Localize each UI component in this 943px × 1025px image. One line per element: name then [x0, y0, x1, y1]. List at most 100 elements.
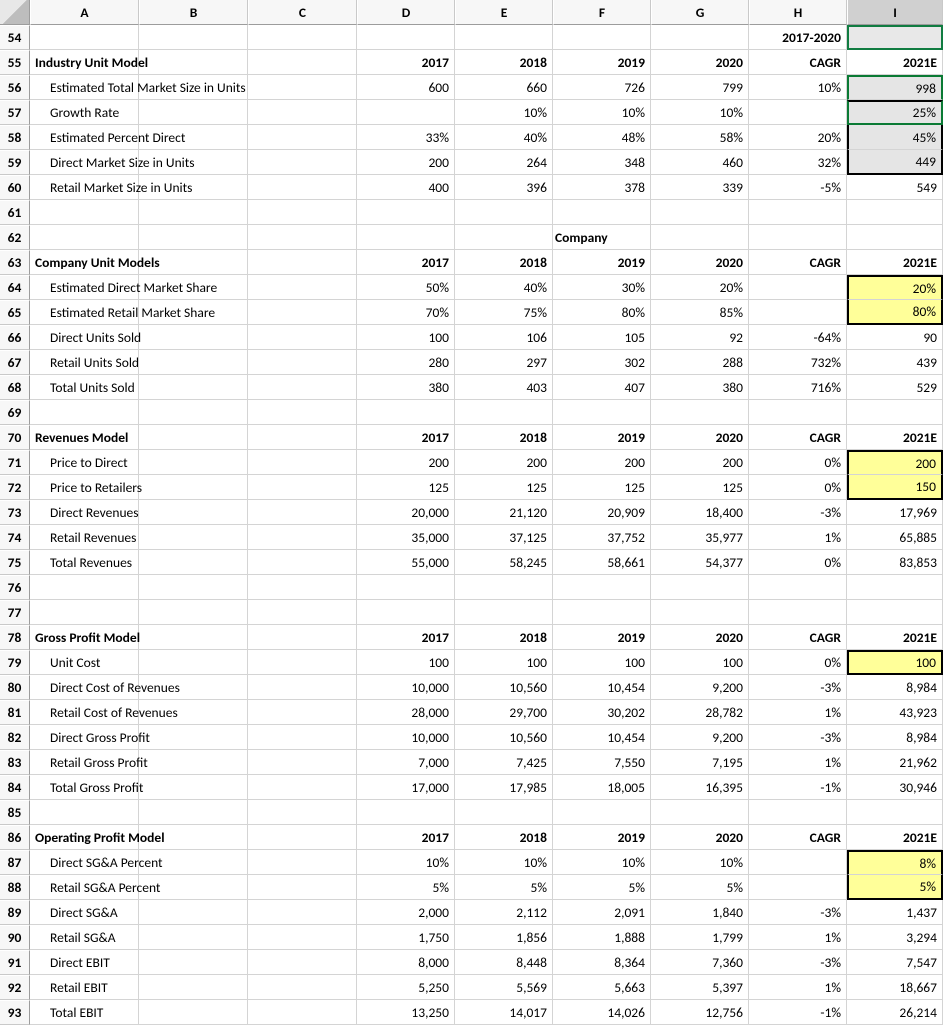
- cell-E77[interactable]: [455, 600, 553, 625]
- cell-D72[interactable]: 125: [357, 475, 455, 500]
- cell-F64[interactable]: 30%: [553, 275, 651, 300]
- cell-G80[interactable]: 9,200: [651, 675, 749, 700]
- cell-D87[interactable]: 10%: [357, 850, 455, 875]
- cell-A67[interactable]: Retail Units Sold: [30, 350, 139, 375]
- cell-I57[interactable]: 25%: [847, 100, 943, 125]
- cell-F65[interactable]: 80%: [553, 300, 651, 325]
- cell-B92[interactable]: [139, 975, 248, 1000]
- cell-I58[interactable]: 45%: [847, 125, 943, 150]
- cell-I71[interactable]: 200: [847, 450, 943, 475]
- cell-E81[interactable]: 29,700: [455, 700, 553, 725]
- cell-C89[interactable]: [248, 900, 357, 925]
- row-header-89[interactable]: 89: [0, 900, 30, 925]
- cell-C68[interactable]: [248, 375, 357, 400]
- cell-H81[interactable]: 1%: [749, 700, 847, 725]
- cell-C72[interactable]: [248, 475, 357, 500]
- cell-C67[interactable]: [248, 350, 357, 375]
- cell-B80[interactable]: [139, 675, 248, 700]
- cell-C80[interactable]: [248, 675, 357, 700]
- cell-I56[interactable]: 998: [847, 75, 943, 100]
- cell-A78[interactable]: Gross Profit Model: [30, 625, 139, 650]
- cell-B58[interactable]: [139, 125, 248, 150]
- cell-I81[interactable]: 43,923: [847, 700, 943, 725]
- cell-F62[interactable]: Company: [553, 225, 651, 250]
- cell-C55[interactable]: [248, 50, 357, 75]
- cell-D69[interactable]: [357, 400, 455, 425]
- cell-G77[interactable]: [651, 600, 749, 625]
- cell-C58[interactable]: [248, 125, 357, 150]
- column-header-H[interactable]: H: [749, 0, 847, 25]
- cell-E82[interactable]: 10,560: [455, 725, 553, 750]
- cell-F74[interactable]: 37,752: [553, 525, 651, 550]
- cell-E54[interactable]: [455, 25, 553, 50]
- cell-C75[interactable]: [248, 550, 357, 575]
- cell-H72[interactable]: 0%: [749, 475, 847, 500]
- cell-A60[interactable]: Retail Market Size in Units: [30, 175, 139, 200]
- cell-D63[interactable]: 2017: [357, 250, 455, 275]
- cell-D84[interactable]: 17,000: [357, 775, 455, 800]
- cell-B74[interactable]: [139, 525, 248, 550]
- column-header-B[interactable]: B: [139, 0, 248, 25]
- cell-D77[interactable]: [357, 600, 455, 625]
- cell-B93[interactable]: [139, 1000, 248, 1025]
- cell-F59[interactable]: 348: [553, 150, 651, 175]
- cell-I54[interactable]: [847, 25, 943, 50]
- cell-I60[interactable]: 549: [847, 175, 943, 200]
- cell-H92[interactable]: 1%: [749, 975, 847, 1000]
- cell-B85[interactable]: [139, 800, 248, 825]
- cell-A76[interactable]: [30, 575, 139, 600]
- cell-G66[interactable]: 92: [651, 325, 749, 350]
- cell-F54[interactable]: [553, 25, 651, 50]
- cell-A83[interactable]: Retail Gross Profit: [30, 750, 139, 775]
- cell-D56[interactable]: 600: [357, 75, 455, 100]
- cell-C93[interactable]: [248, 1000, 357, 1025]
- cell-C70[interactable]: [248, 425, 357, 450]
- cell-D81[interactable]: 28,000: [357, 700, 455, 725]
- cell-B70[interactable]: [139, 425, 248, 450]
- row-header-73[interactable]: 73: [0, 500, 30, 525]
- cell-B73[interactable]: [139, 500, 248, 525]
- cell-I88[interactable]: 5%: [847, 875, 943, 900]
- cell-I80[interactable]: 8,984: [847, 675, 943, 700]
- cell-F70[interactable]: 2019: [553, 425, 651, 450]
- cell-B54[interactable]: [139, 25, 248, 50]
- cell-D65[interactable]: 70%: [357, 300, 455, 325]
- cell-G74[interactable]: 35,977: [651, 525, 749, 550]
- cell-I77[interactable]: [847, 600, 943, 625]
- cell-E83[interactable]: 7,425: [455, 750, 553, 775]
- cell-B63[interactable]: [139, 250, 248, 275]
- cell-D66[interactable]: 100: [357, 325, 455, 350]
- cell-B86[interactable]: [139, 825, 248, 850]
- cell-E57[interactable]: 10%: [455, 100, 553, 125]
- cell-F80[interactable]: 10,454: [553, 675, 651, 700]
- row-header-79[interactable]: 79: [0, 650, 30, 675]
- cell-G78[interactable]: 2020: [651, 625, 749, 650]
- cell-I72[interactable]: 150: [847, 475, 943, 500]
- cell-G64[interactable]: 20%: [651, 275, 749, 300]
- cell-G58[interactable]: 58%: [651, 125, 749, 150]
- cell-A79[interactable]: Unit Cost: [30, 650, 139, 675]
- cell-C83[interactable]: [248, 750, 357, 775]
- cell-D61[interactable]: [357, 200, 455, 225]
- cell-D78[interactable]: 2017: [357, 625, 455, 650]
- cell-A62[interactable]: [30, 225, 139, 250]
- cell-H76[interactable]: [749, 575, 847, 600]
- cell-A59[interactable]: Direct Market Size in Units: [30, 150, 139, 175]
- cell-G83[interactable]: 7,195: [651, 750, 749, 775]
- cell-D80[interactable]: 10,000: [357, 675, 455, 700]
- cell-A85[interactable]: [30, 800, 139, 825]
- cell-I73[interactable]: 17,969: [847, 500, 943, 525]
- cell-E62[interactable]: [455, 225, 553, 250]
- cell-I84[interactable]: 30,946: [847, 775, 943, 800]
- cell-F79[interactable]: 100: [553, 650, 651, 675]
- cell-H88[interactable]: [749, 875, 847, 900]
- cell-D92[interactable]: 5,250: [357, 975, 455, 1000]
- cell-B55[interactable]: [139, 50, 248, 75]
- cell-E78[interactable]: 2018: [455, 625, 553, 650]
- cell-D64[interactable]: 50%: [357, 275, 455, 300]
- row-header-71[interactable]: 71: [0, 450, 30, 475]
- cell-B75[interactable]: [139, 550, 248, 575]
- cell-E68[interactable]: 403: [455, 375, 553, 400]
- cell-H56[interactable]: 10%: [749, 75, 847, 100]
- cell-H91[interactable]: -3%: [749, 950, 847, 975]
